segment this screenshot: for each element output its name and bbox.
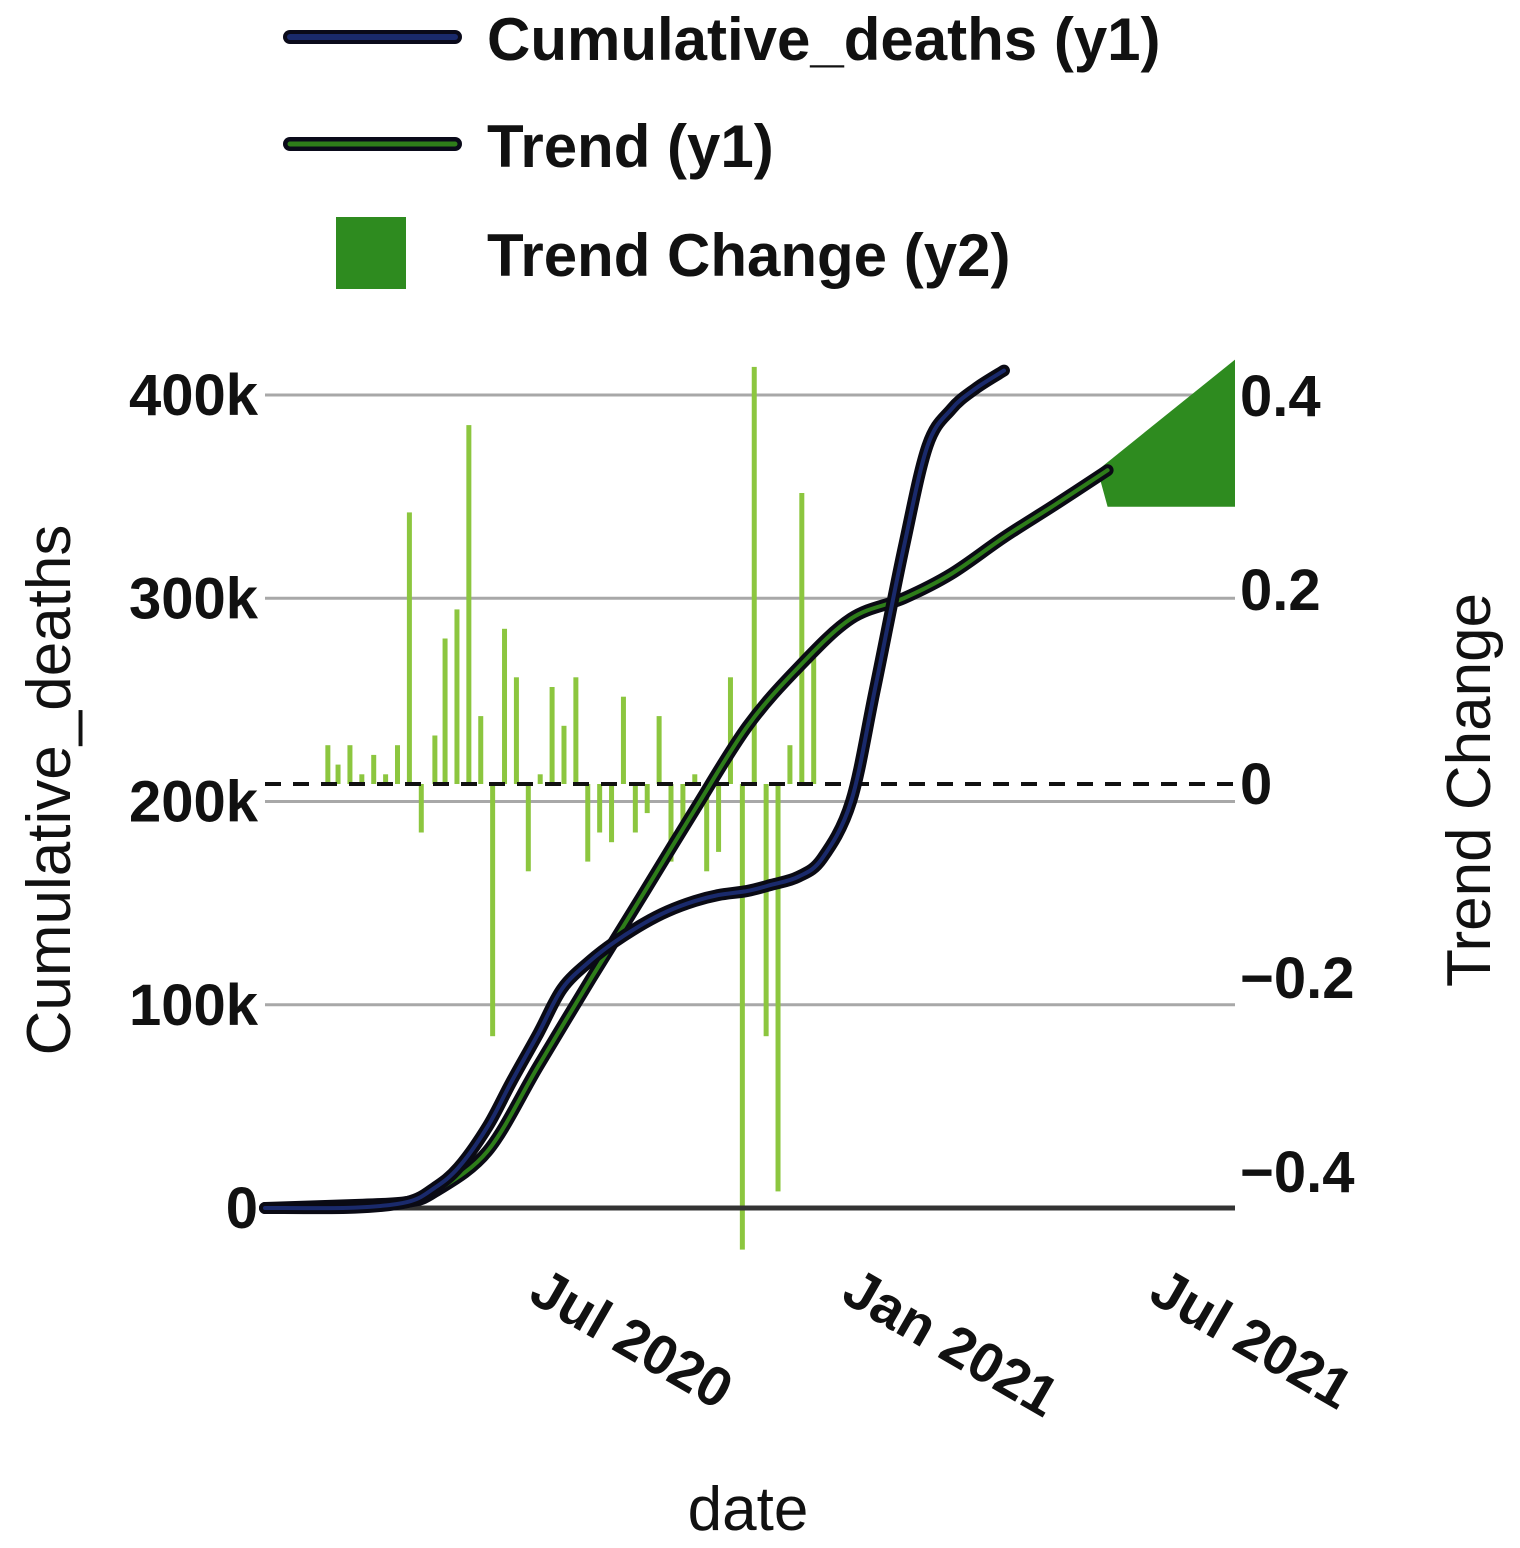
trend-change-bar bbox=[525, 784, 531, 872]
trend-change-bar bbox=[478, 716, 484, 784]
legend-label-trend-change: Trend Change (y2) bbox=[487, 222, 1010, 289]
trend-change-bar bbox=[727, 677, 733, 784]
trend-change-bar bbox=[609, 784, 615, 843]
trend-change-bar bbox=[383, 774, 389, 784]
y2-axis-ticks: −0.4 −0.2 0 0.2 0.4 bbox=[1240, 364, 1355, 1205]
trend-change-bar bbox=[549, 687, 555, 784]
y-tick-label: 100k bbox=[129, 973, 259, 1038]
trend-change-bar bbox=[620, 696, 626, 784]
trend-change-bar bbox=[787, 745, 793, 784]
trend-change-bar bbox=[668, 784, 674, 862]
y2-tick-label: 0.2 bbox=[1240, 558, 1321, 623]
trend-change-bar bbox=[585, 784, 591, 862]
y-axis-ticks: 0 100k 200k 300k 400k bbox=[129, 363, 259, 1241]
trend-change-bar bbox=[442, 638, 448, 784]
y2-tick-label: −0.2 bbox=[1240, 946, 1355, 1011]
legend-label-cumulative-deaths: Cumulative_deaths (y1) bbox=[487, 6, 1161, 73]
trend-change-bar bbox=[751, 366, 757, 784]
y-axis-title: Cumulative_deaths bbox=[15, 525, 84, 1056]
trend-change-bar bbox=[680, 784, 686, 823]
x-tick-label: Jul 2021 bbox=[1141, 1256, 1364, 1421]
trend-change-bars bbox=[325, 366, 817, 1250]
x-axis-title: date bbox=[688, 1475, 809, 1544]
trend-change-bar bbox=[347, 745, 353, 784]
trend-change-bar bbox=[644, 784, 650, 814]
series-lines bbox=[259, 364, 1114, 1215]
trend-change-bar bbox=[692, 774, 698, 784]
trend-change-bar bbox=[513, 677, 519, 784]
series-line-cumulative-deaths bbox=[263, 368, 1006, 1211]
x-axis-ticks: Jul 2020 Jan 2021 Jul 2021 bbox=[521, 1256, 1364, 1429]
y-tick-label: 200k bbox=[129, 770, 259, 835]
trend-change-bar bbox=[573, 677, 579, 784]
series-line-trend-outline bbox=[259, 464, 1114, 1214]
trend-change-bar bbox=[335, 764, 341, 784]
trend-change-bar bbox=[656, 716, 662, 784]
trend-change-bar bbox=[632, 784, 638, 833]
trend-change-bar bbox=[716, 784, 722, 852]
trend-change-bar bbox=[359, 774, 365, 784]
y-tick-label: 0 bbox=[226, 1176, 258, 1241]
trend-change-bar bbox=[775, 784, 781, 1192]
x-tick-label: Jan 2021 bbox=[833, 1256, 1069, 1429]
legend-swatch-trend-change bbox=[336, 217, 406, 289]
trend-change-bar bbox=[371, 754, 377, 784]
forecast-band bbox=[1097, 359, 1235, 507]
y2-tick-label: 0 bbox=[1240, 752, 1272, 817]
y-tick-label: 300k bbox=[129, 566, 259, 631]
series-line-trend bbox=[263, 468, 1110, 1210]
y2-axis-title: Trend Change bbox=[1435, 593, 1504, 987]
trend-change-bar bbox=[763, 784, 769, 1037]
legend-label-trend: Trend (y1) bbox=[487, 113, 774, 180]
x-tick-label: Jul 2020 bbox=[521, 1256, 744, 1421]
y2-tick-label: 0.4 bbox=[1240, 364, 1321, 429]
trend-change-bar bbox=[811, 657, 817, 784]
trend-change-bar bbox=[739, 784, 745, 1250]
trend-change-bar bbox=[561, 725, 567, 784]
trend-change-bar bbox=[418, 784, 424, 833]
trend-change-bar bbox=[395, 745, 401, 784]
y-tick-label: 400k bbox=[129, 363, 259, 428]
trend-change-bar bbox=[406, 512, 412, 784]
trend-change-bar bbox=[799, 493, 805, 784]
legend: Cumulative_deaths (y1) Trend (y1) Trend … bbox=[283, 6, 1161, 289]
trend-change-bar bbox=[466, 425, 472, 784]
gridlines bbox=[265, 393, 1235, 1007]
trend-change-bar bbox=[432, 735, 438, 784]
y2-tick-label: −0.4 bbox=[1240, 1140, 1355, 1205]
trend-change-bar bbox=[325, 745, 331, 784]
trend-change-bar bbox=[597, 784, 603, 833]
trend-change-bar bbox=[454, 609, 460, 784]
trend-change-bar bbox=[502, 628, 508, 784]
trend-change-bar bbox=[490, 784, 496, 1037]
trend-change-bar bbox=[537, 774, 543, 784]
trend-change-bar bbox=[704, 784, 710, 872]
